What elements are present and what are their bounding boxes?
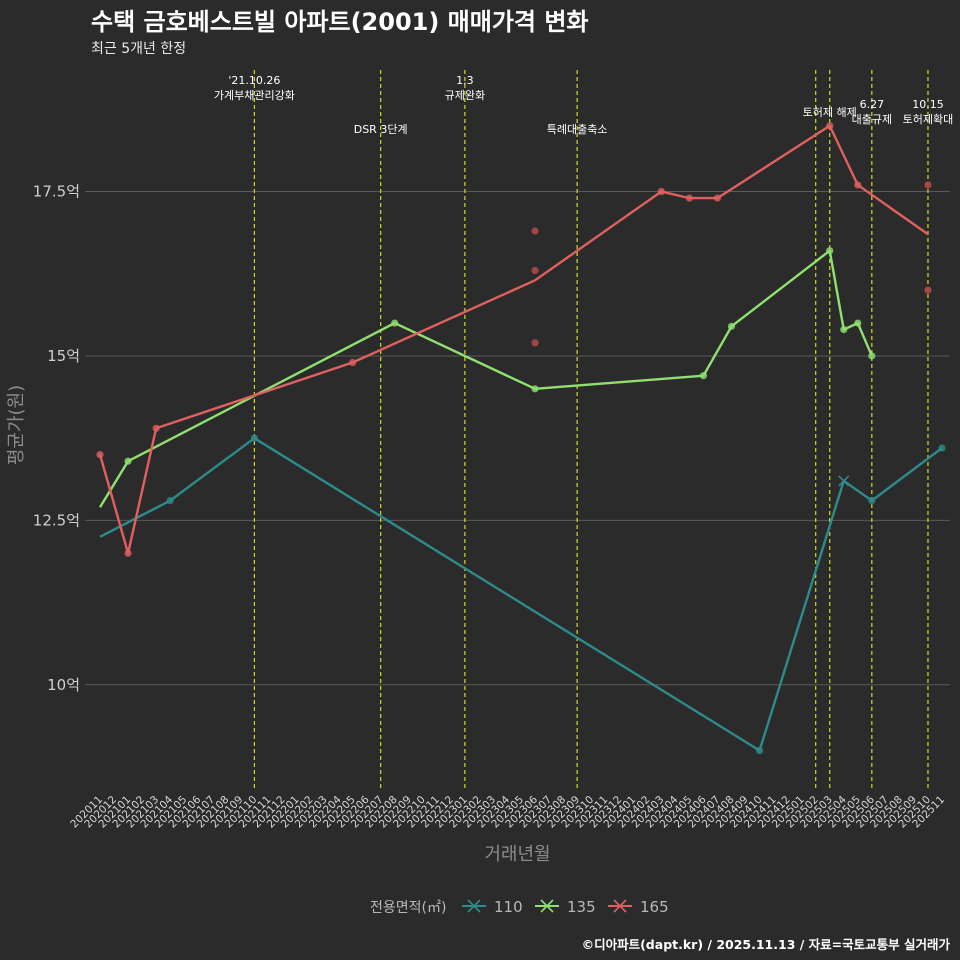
data-point-165 <box>826 122 834 130</box>
legend-key-cross-135 <box>540 899 554 913</box>
event-label: 1.3 <box>456 74 474 87</box>
data-point-135 <box>124 457 132 465</box>
event-label: DSR 3단계 <box>354 123 408 136</box>
event-label: 가계부채관리강화 <box>214 89 295 102</box>
data-point-165 <box>152 424 160 432</box>
scatter-point-165 <box>531 227 539 235</box>
legend-label-110: 110 <box>494 898 523 916</box>
data-point-110 <box>938 444 946 452</box>
data-point-165 <box>685 194 694 202</box>
y-axis-title: 평균가(원) <box>6 385 27 465</box>
grid-lines <box>85 191 950 686</box>
legend-key-cross-110 <box>467 899 481 913</box>
data-point-165 <box>96 450 104 459</box>
axis-labels: 10억12.5억15억17.5억202011202012202101202102… <box>6 183 947 865</box>
chart-title: 수택 금호베스트빌 아파트(2001) 매매가격 변화 <box>91 8 589 36</box>
event-label: 토허제확대 <box>903 113 954 126</box>
event-label: 대출규제 <box>852 113 892 126</box>
event-label: 규제완화 <box>445 89 485 102</box>
data-point-135 <box>840 326 848 334</box>
scatter-point-165 <box>531 266 539 275</box>
series-line-165 <box>98 124 929 555</box>
data-point-135 <box>531 385 539 393</box>
event-label: 6.27 <box>860 98 885 111</box>
x-axis-title: 거래년월 <box>484 844 550 865</box>
series-layer <box>96 122 946 755</box>
data-point-135 <box>854 319 862 327</box>
y-tick-label: 12.5억 <box>33 511 80 529</box>
data-point-110 <box>166 497 174 505</box>
scatter-point-165 <box>531 339 539 347</box>
y-tick-label: 17.5억 <box>33 183 80 201</box>
data-point-110 <box>868 497 876 505</box>
y-tick-label: 15억 <box>47 347 80 365</box>
chart-subtitle: 최근 5개년 한정 <box>91 41 187 57</box>
data-point-110 <box>250 434 258 442</box>
event-label: 특례대출축소 <box>547 123 608 136</box>
chart-caption: ©디아파트(dapt.kr) / 2025.11.13 / 자료=국토교통부 실… <box>581 937 950 952</box>
event-label: '21.10.26 <box>228 74 280 87</box>
data-point-165 <box>124 549 132 557</box>
legend-label-135: 135 <box>567 898 596 916</box>
series-line-135 <box>98 249 873 508</box>
legend-title: 전용면적(㎡) <box>370 900 446 916</box>
data-point-165 <box>349 358 357 367</box>
data-point-135 <box>699 372 708 380</box>
data-point-135 <box>826 247 834 255</box>
data-point-165 <box>854 181 862 189</box>
scatter-point-165 <box>924 286 932 294</box>
y-tick-label: 10억 <box>47 676 80 694</box>
data-point-165 <box>713 194 722 202</box>
event-label: 10.15 <box>912 98 944 111</box>
scatter-point-165 <box>924 181 932 189</box>
data-point-cross-110 <box>838 475 850 487</box>
legend-label-165: 165 <box>640 898 669 916</box>
data-point-135 <box>868 352 876 360</box>
event-label: 토허제 해제 <box>803 105 857 119</box>
data-point-165 <box>657 187 665 196</box>
legend: 전용면적(㎡) 110 135 165 <box>370 898 669 916</box>
data-point-135 <box>727 322 736 330</box>
data-point-110 <box>755 746 764 755</box>
legend-key-cross-165 <box>613 899 627 913</box>
data-point-135 <box>391 319 399 327</box>
